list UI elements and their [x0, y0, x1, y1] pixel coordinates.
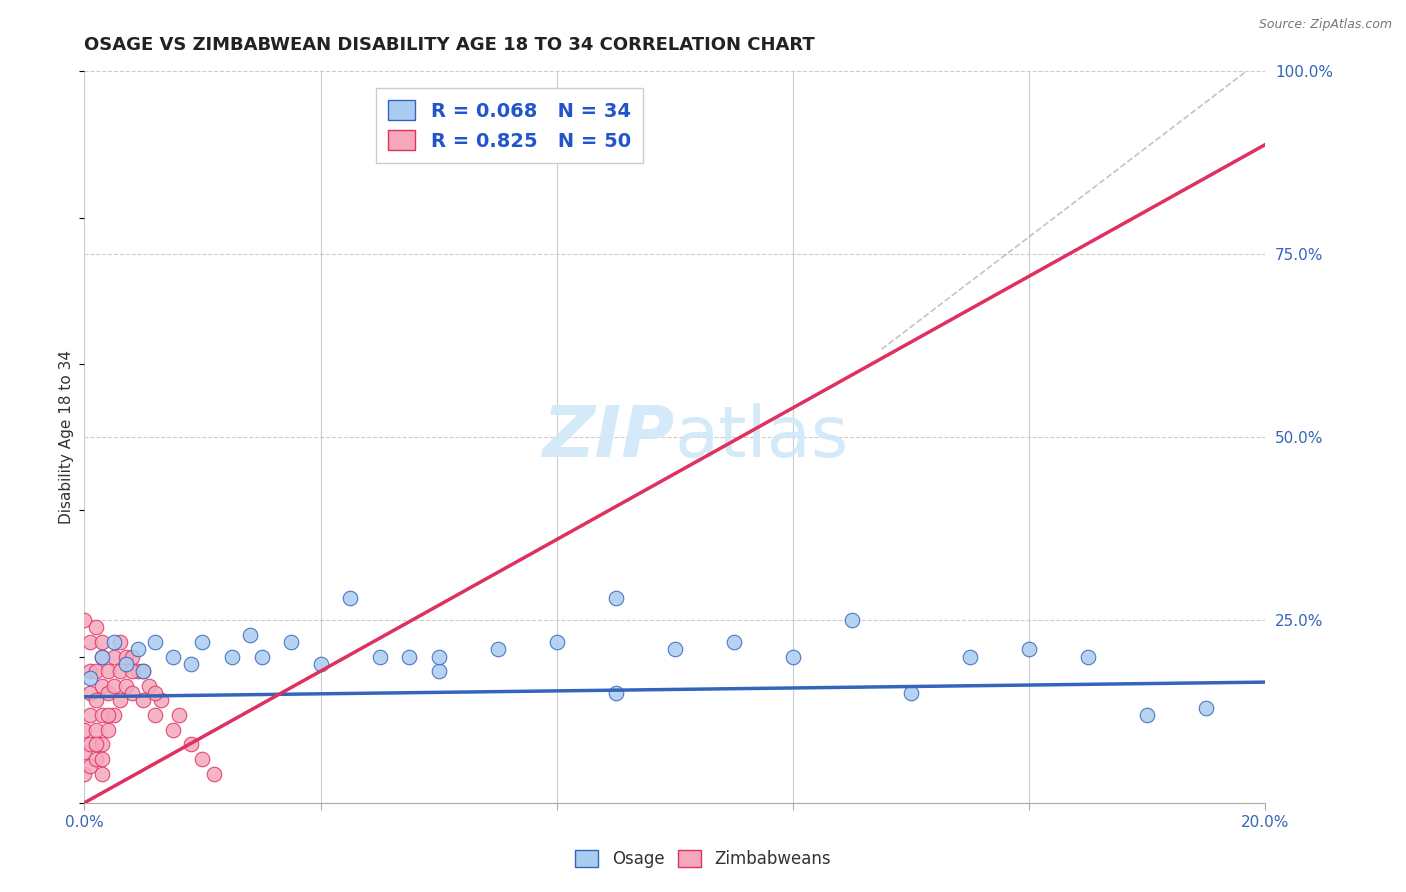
Point — [79, 635, 101, 649]
Point — [97, 664, 120, 678]
Point — [162, 649, 184, 664]
Point — [143, 686, 166, 700]
Point — [103, 649, 125, 664]
Point — [84, 620, 107, 634]
Point — [108, 664, 131, 678]
Point — [91, 649, 114, 664]
Point — [1077, 649, 1099, 664]
Point — [138, 679, 160, 693]
Point — [79, 737, 101, 751]
Point — [103, 708, 125, 723]
Point — [97, 708, 120, 723]
Point — [84, 752, 107, 766]
Point — [108, 635, 131, 649]
Point — [782, 649, 804, 664]
Point — [79, 664, 101, 678]
Point — [280, 635, 302, 649]
Point — [309, 657, 332, 671]
Point — [723, 635, 745, 649]
Point — [162, 723, 184, 737]
Point — [398, 649, 420, 664]
Point — [180, 737, 202, 751]
Point — [84, 723, 107, 737]
Point — [91, 649, 114, 664]
Point — [664, 642, 686, 657]
Y-axis label: Disability Age 18 to 34: Disability Age 18 to 34 — [59, 350, 75, 524]
Point — [546, 635, 568, 649]
Point — [91, 708, 114, 723]
Point — [121, 686, 143, 700]
Point — [221, 649, 243, 664]
Point — [91, 679, 114, 693]
Point — [79, 686, 101, 700]
Point — [339, 591, 361, 605]
Point — [114, 649, 136, 664]
Point — [180, 657, 202, 671]
Text: ZIP: ZIP — [543, 402, 675, 472]
Point — [143, 708, 166, 723]
Point — [103, 635, 125, 649]
Point — [84, 693, 107, 707]
Point — [143, 635, 166, 649]
Point — [84, 664, 107, 678]
Point — [900, 686, 922, 700]
Point — [368, 649, 391, 664]
Point — [73, 766, 96, 780]
Point — [841, 613, 863, 627]
Point — [79, 672, 101, 686]
Point — [79, 708, 101, 723]
Point — [91, 635, 114, 649]
Point — [121, 664, 143, 678]
Point — [121, 649, 143, 664]
Point — [73, 723, 96, 737]
Text: Source: ZipAtlas.com: Source: ZipAtlas.com — [1258, 18, 1392, 31]
Point — [605, 591, 627, 605]
Point — [1018, 642, 1040, 657]
Legend: Osage, Zimbabweans: Osage, Zimbabweans — [568, 843, 838, 875]
Point — [191, 635, 214, 649]
Point — [79, 759, 101, 773]
Point — [605, 686, 627, 700]
Point — [127, 664, 149, 678]
Point — [114, 657, 136, 671]
Point — [427, 664, 450, 678]
Point — [73, 745, 96, 759]
Text: atlas: atlas — [675, 402, 849, 472]
Point — [108, 693, 131, 707]
Point — [1195, 700, 1218, 714]
Point — [91, 737, 114, 751]
Point — [127, 642, 149, 657]
Point — [97, 686, 120, 700]
Point — [84, 737, 107, 751]
Point — [150, 693, 173, 707]
Point — [132, 664, 155, 678]
Point — [191, 752, 214, 766]
Point — [239, 627, 262, 641]
Point — [486, 642, 509, 657]
Point — [250, 649, 273, 664]
Point — [132, 693, 155, 707]
Point — [167, 708, 190, 723]
Legend: R = 0.068   N = 34, R = 0.825   N = 50: R = 0.068 N = 34, R = 0.825 N = 50 — [377, 88, 643, 162]
Point — [1136, 708, 1159, 723]
Point — [73, 613, 96, 627]
Text: OSAGE VS ZIMBABWEAN DISABILITY AGE 18 TO 34 CORRELATION CHART: OSAGE VS ZIMBABWEAN DISABILITY AGE 18 TO… — [84, 36, 815, 54]
Point — [103, 679, 125, 693]
Point — [959, 649, 981, 664]
Point — [202, 766, 225, 780]
Point — [132, 664, 155, 678]
Point — [91, 766, 114, 780]
Point — [427, 649, 450, 664]
Point — [91, 752, 114, 766]
Point — [97, 723, 120, 737]
Point — [114, 679, 136, 693]
